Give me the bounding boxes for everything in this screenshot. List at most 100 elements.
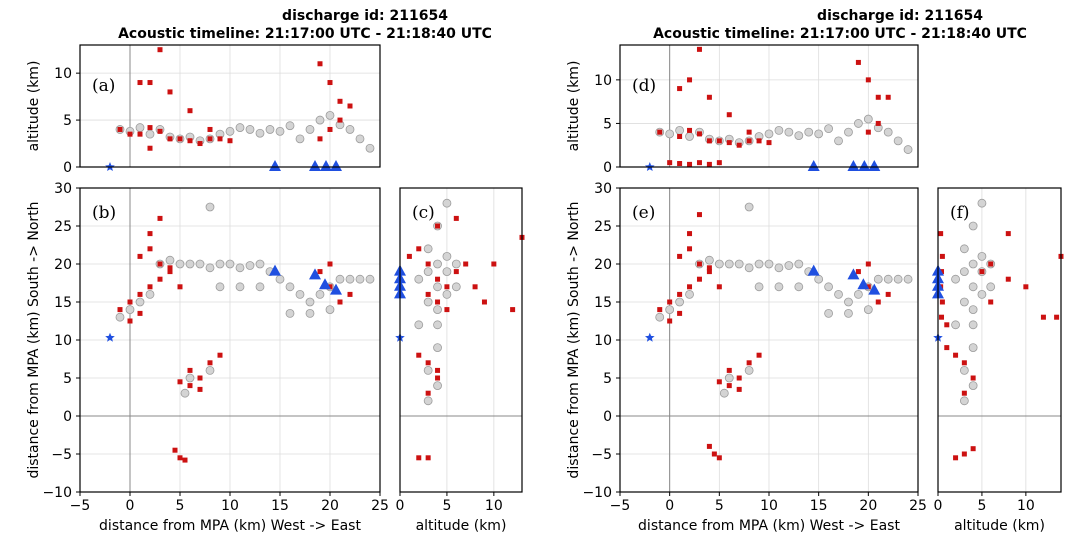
gray-point <box>784 261 794 270</box>
x-tick-label: 5 <box>176 498 185 514</box>
red-point <box>327 80 333 86</box>
red-point <box>435 223 441 229</box>
gray-point <box>774 263 784 273</box>
gray-point <box>959 297 969 307</box>
x-tick-label: 0 <box>665 498 674 514</box>
red-point <box>1005 231 1011 237</box>
red-point <box>1005 276 1011 282</box>
red-point <box>347 103 353 109</box>
grid-f <box>937 188 1027 492</box>
gray-point <box>968 320 978 330</box>
red-point <box>961 451 967 457</box>
gray-point <box>442 267 452 277</box>
panel-frame <box>79 44 381 168</box>
gray-point <box>986 282 996 292</box>
red-point <box>961 360 967 366</box>
gray-point <box>345 274 355 284</box>
y-tick-label: 25 <box>594 219 612 235</box>
gray-point <box>968 221 978 231</box>
blue-triangle-marker <box>868 283 881 295</box>
y-tick-label: 15 <box>54 295 72 311</box>
red-point <box>970 375 976 381</box>
y-tick-label: 5 <box>603 371 612 387</box>
gray-point <box>794 259 804 269</box>
y-tick-label: −5 <box>591 447 612 463</box>
red-point <box>425 390 431 396</box>
y-tick-label: −10 <box>42 485 72 501</box>
gray-point <box>959 267 969 277</box>
gray-point <box>854 289 863 299</box>
gray-point <box>903 274 913 284</box>
x-tick-label: 10 <box>1017 498 1035 514</box>
x-tick-label: 5 <box>715 498 724 514</box>
red-point <box>657 129 663 135</box>
gray-point <box>315 289 325 299</box>
red-point <box>706 138 712 144</box>
gray-point <box>275 126 285 136</box>
red-point <box>117 126 123 132</box>
gray-point <box>355 274 365 284</box>
gray-point <box>714 259 724 269</box>
red-point <box>127 131 133 137</box>
panel-label: (b) <box>92 203 116 223</box>
gray-point <box>744 365 754 375</box>
red-point <box>157 215 163 221</box>
red-point <box>182 457 188 463</box>
blue-markers-a <box>105 160 342 171</box>
gray-point <box>903 145 913 154</box>
panel-frame <box>937 187 1062 493</box>
gray-point <box>285 282 295 292</box>
gray-point <box>225 126 235 136</box>
red-point <box>137 131 143 137</box>
red-point <box>657 307 663 313</box>
red-point <box>746 138 752 144</box>
red-point <box>444 307 450 313</box>
gray-point <box>804 127 814 137</box>
red-point <box>453 269 459 275</box>
red-point <box>435 367 441 373</box>
gray-point <box>834 136 843 146</box>
gray-point <box>873 274 883 284</box>
red-point <box>970 446 976 452</box>
gray-point <box>305 125 315 134</box>
gray-point <box>863 305 873 315</box>
blue-triangle-marker <box>330 160 342 171</box>
x-axis-label: distance from MPA (km) West -> East <box>99 518 361 534</box>
red-point <box>736 142 742 148</box>
red-points-b <box>117 215 353 463</box>
gray-point <box>115 312 125 322</box>
red-point <box>177 455 183 461</box>
gray-point <box>423 267 433 277</box>
x-tick-label: 5 <box>977 498 986 514</box>
y-tick-label: 10 <box>594 73 612 89</box>
red-point <box>677 291 683 297</box>
red-point <box>938 231 944 237</box>
red-point <box>1040 314 1046 320</box>
gray-point <box>205 202 215 212</box>
panel-label: (a) <box>92 76 115 96</box>
gray-point <box>255 282 265 292</box>
gray-point <box>744 263 754 273</box>
gray-point <box>205 365 215 375</box>
x-tick-label: 0 <box>934 498 943 514</box>
red-point <box>687 77 693 83</box>
gray-point <box>195 259 205 269</box>
gray-points-c <box>414 198 461 406</box>
gray-point <box>754 282 764 292</box>
blue-triangle-marker <box>269 160 281 171</box>
y-axis-label: altitude (km) <box>26 61 42 152</box>
red-point <box>687 161 693 167</box>
gray-point <box>824 282 833 292</box>
gray-point <box>423 396 433 406</box>
panel-label: (c) <box>412 203 435 223</box>
red-point <box>706 265 712 271</box>
gray-point <box>295 289 305 299</box>
red-point <box>677 86 683 92</box>
red-point <box>435 299 441 305</box>
red-point <box>667 160 673 166</box>
red-point <box>855 269 861 275</box>
gray-point <box>744 202 754 212</box>
blue-triangle-marker <box>330 283 342 295</box>
red-point <box>147 284 153 290</box>
